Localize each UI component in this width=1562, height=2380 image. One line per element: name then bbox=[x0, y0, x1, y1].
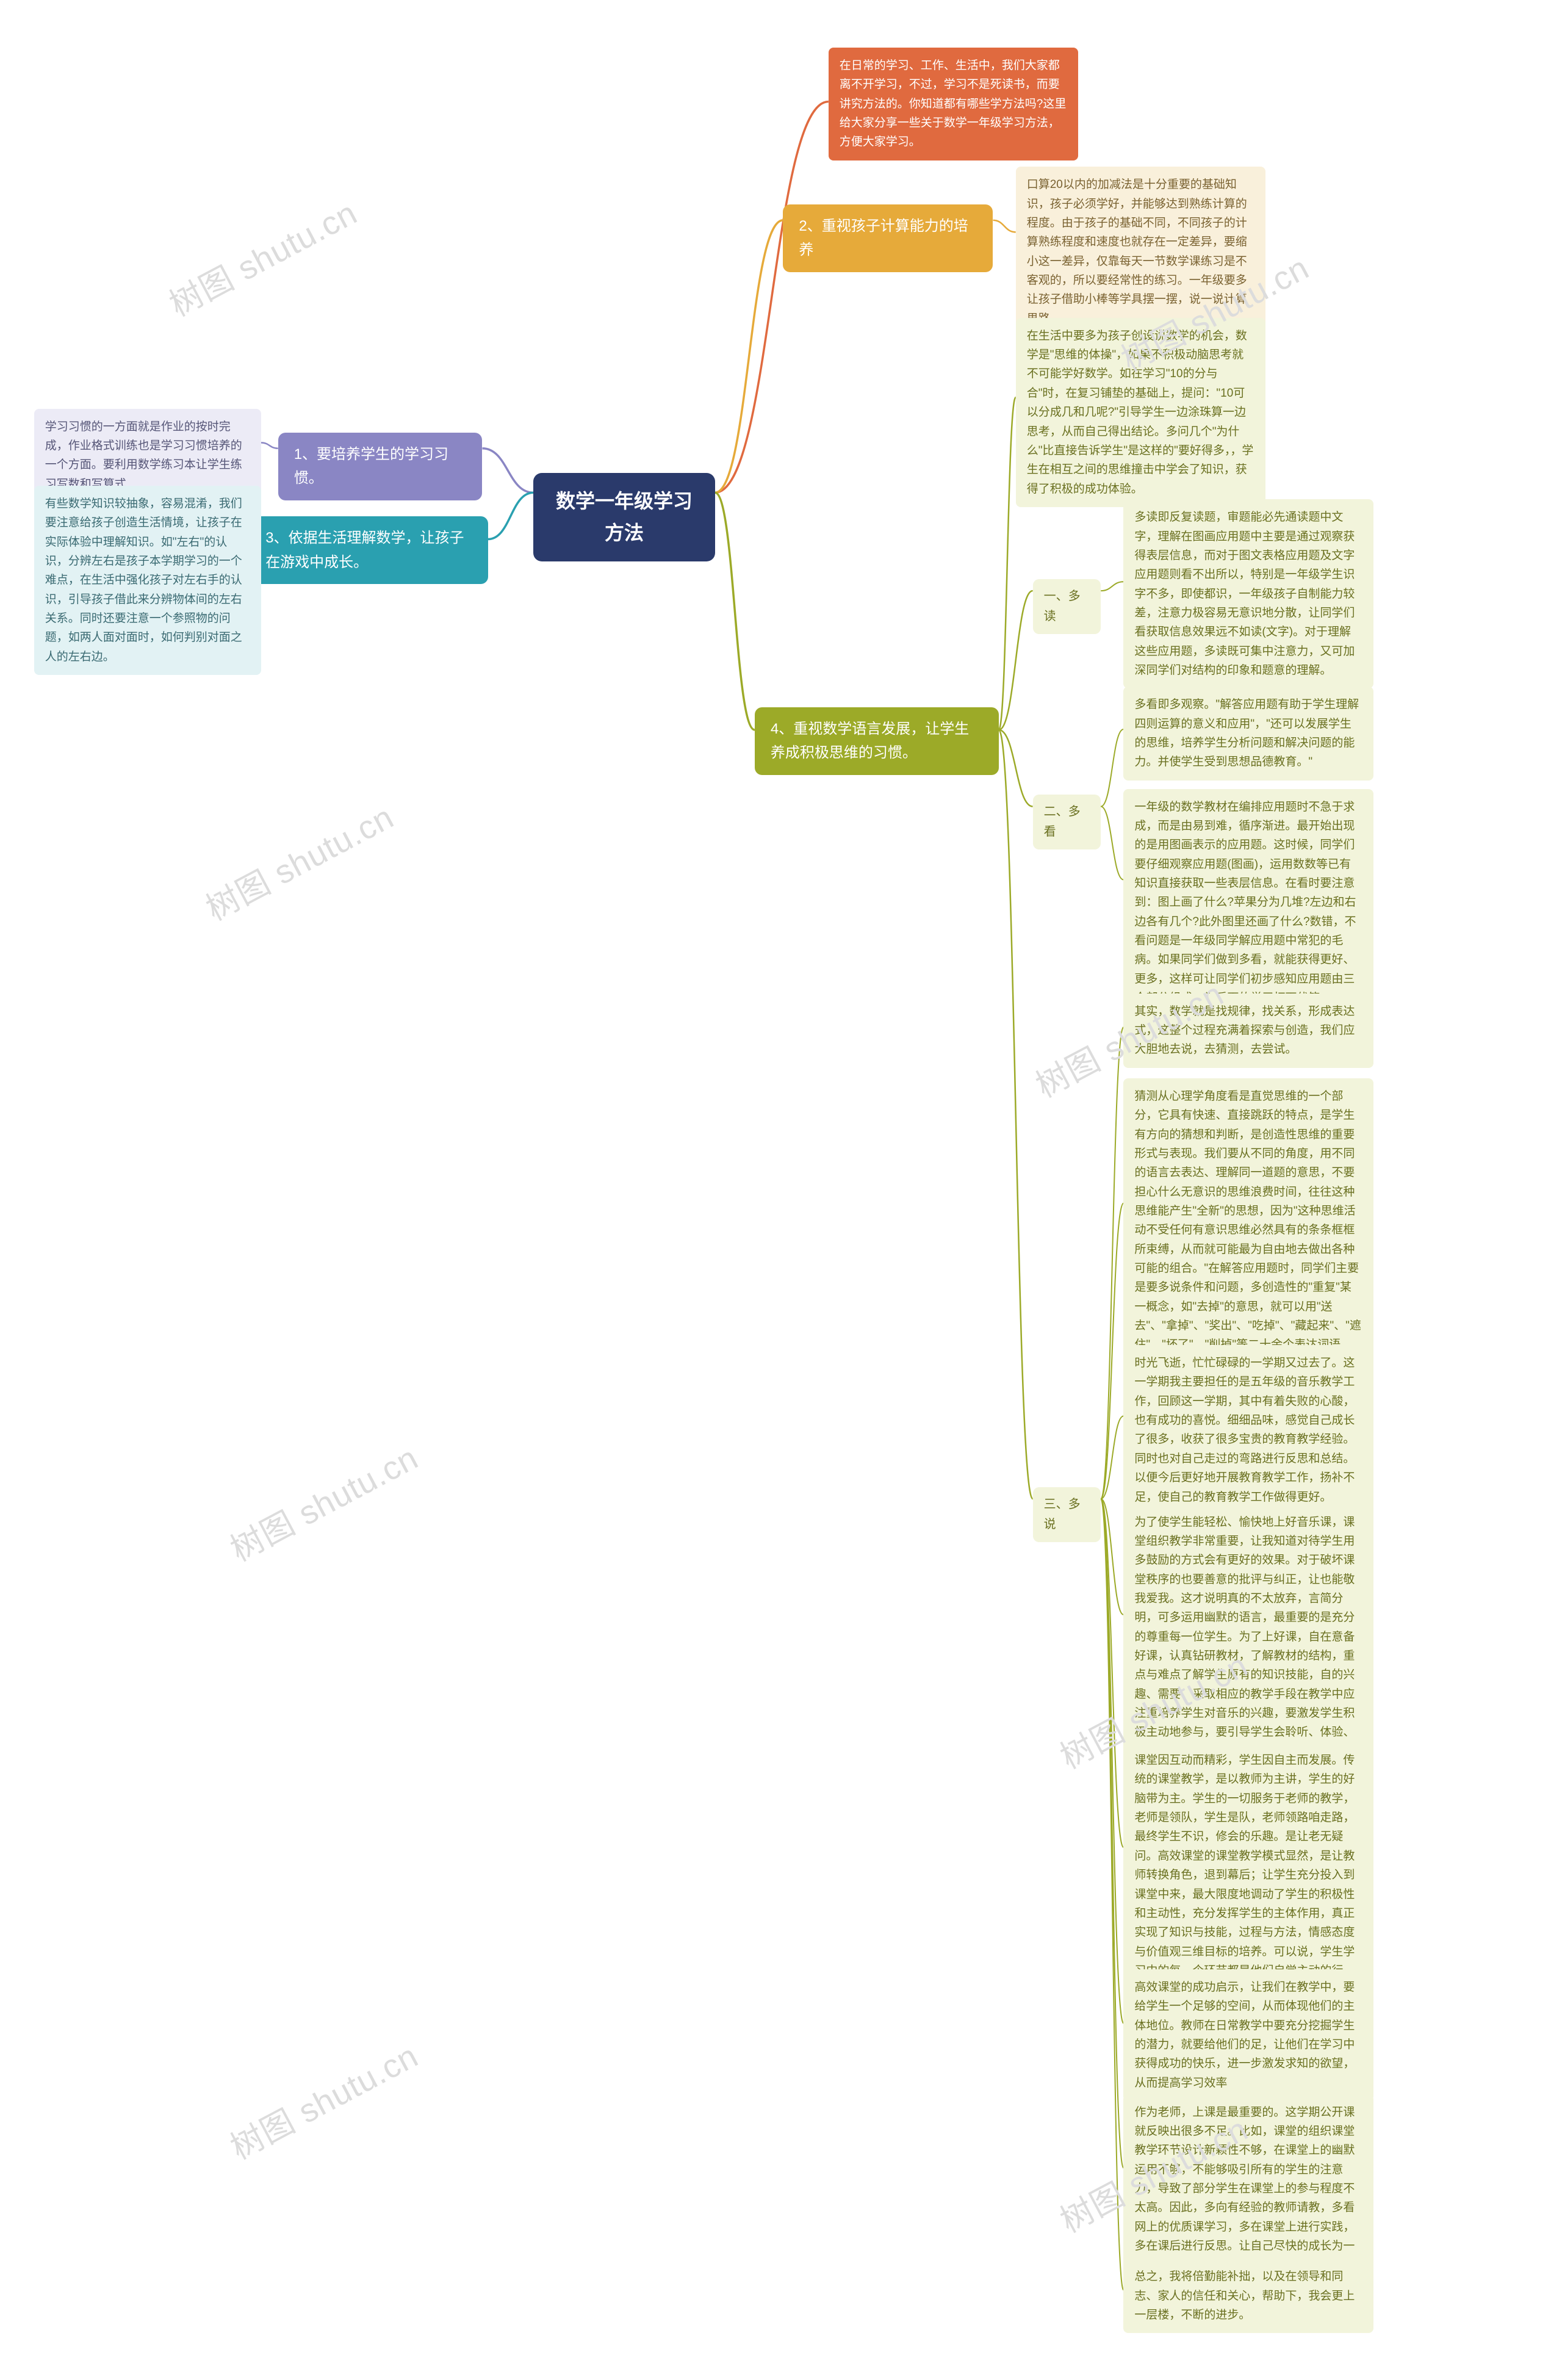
watermark: 树图 shutu.cn bbox=[196, 790, 401, 930]
sub-s2: 二、多看 bbox=[1033, 795, 1101, 849]
leaf-s2l2: 一年级的数学教材在编排应用题时不急于求成，而是由易到难，循序渐进。最开始出现的是… bbox=[1123, 789, 1373, 1017]
leaf-b2l1: 口算20以内的加减法是十分重要的基础知识，孩子必须学好，并能够达到熟练计算的程度… bbox=[1016, 167, 1265, 337]
leaf-s3l6: 高效课堂的成功启示，让我们在教学中，要给学生一个足够的空间，从而体现他们的主体地… bbox=[1123, 1969, 1373, 2101]
watermark: 树图 shutu.cn bbox=[220, 1431, 425, 1571]
leaf-s3l3: 时光飞逝，忙忙碌碌的一学期又过去了。这一学期我主要担任的是五年级的音乐教学工作，… bbox=[1123, 1345, 1373, 1515]
watermark: 树图 shutu.cn bbox=[159, 186, 364, 326]
branch-b2: 2、重视孩子计算能力的培养 bbox=[783, 204, 993, 272]
branch-b4: 4、重视数学语言发展，让学生养成积极思维的习惯。 bbox=[755, 707, 999, 775]
leaf-s3l8: 总之，我将倍勤能补拙，以及在领导和同志、家人的信任和关心，帮助下，我会更上一层楼… bbox=[1123, 2259, 1373, 2333]
root-node: 数学一年级学习方法 bbox=[533, 473, 715, 562]
leaf-b4l0: 在生活中要多为孩子创设说数学的机会，数学是"思维的体操"，如果不积极动脑思考就不… bbox=[1016, 318, 1265, 507]
branch-b3: 3、依据生活理解数学，让孩子在游戏中成长。 bbox=[250, 516, 488, 584]
leaf-s1l1: 多读即反复读题，审题能必先通读题中文字，理解在图画应用题中主要是通过观察获得表层… bbox=[1123, 499, 1373, 688]
branch-b1: 1、要培养学生的学习习惯。 bbox=[278, 433, 483, 500]
leaf-s3l1: 其实，数学就是找规律，找关系，形成表达式，这整个过程充满着探索与创造，我们应大胆… bbox=[1123, 993, 1373, 1068]
leaf-b3l1: 有些数学知识较抽象，容易混淆，我们要注意给孩子创造生活情境，让孩子在实际体验中理… bbox=[34, 486, 261, 675]
leaf-s2l1: 多看即多观察。"解答应用题有助于学生理解四则运算的意义和应用"，"还可以发展学生… bbox=[1123, 687, 1373, 780]
watermark: 树图 shutu.cn bbox=[220, 2029, 425, 2169]
sub-s1: 一、多读 bbox=[1033, 579, 1101, 634]
leaf-s3l7: 作为老师，上课是最重要的。这学期公开课就反映出很多不足。比如，课堂的组织课堂教学… bbox=[1123, 2094, 1373, 2284]
sub-s3: 三、多说 bbox=[1033, 1487, 1101, 1542]
leaf-s3l5: 课堂因互动而精彩，学生因自主而发展。传统的课堂教学，是以教师为主讲，学生的好脑带… bbox=[1123, 1742, 1373, 2008]
intro-block: 在日常的学习、工作、生活中，我们大家都离不开学习，不过，学习不是死读书，而要讲究… bbox=[829, 48, 1078, 160]
